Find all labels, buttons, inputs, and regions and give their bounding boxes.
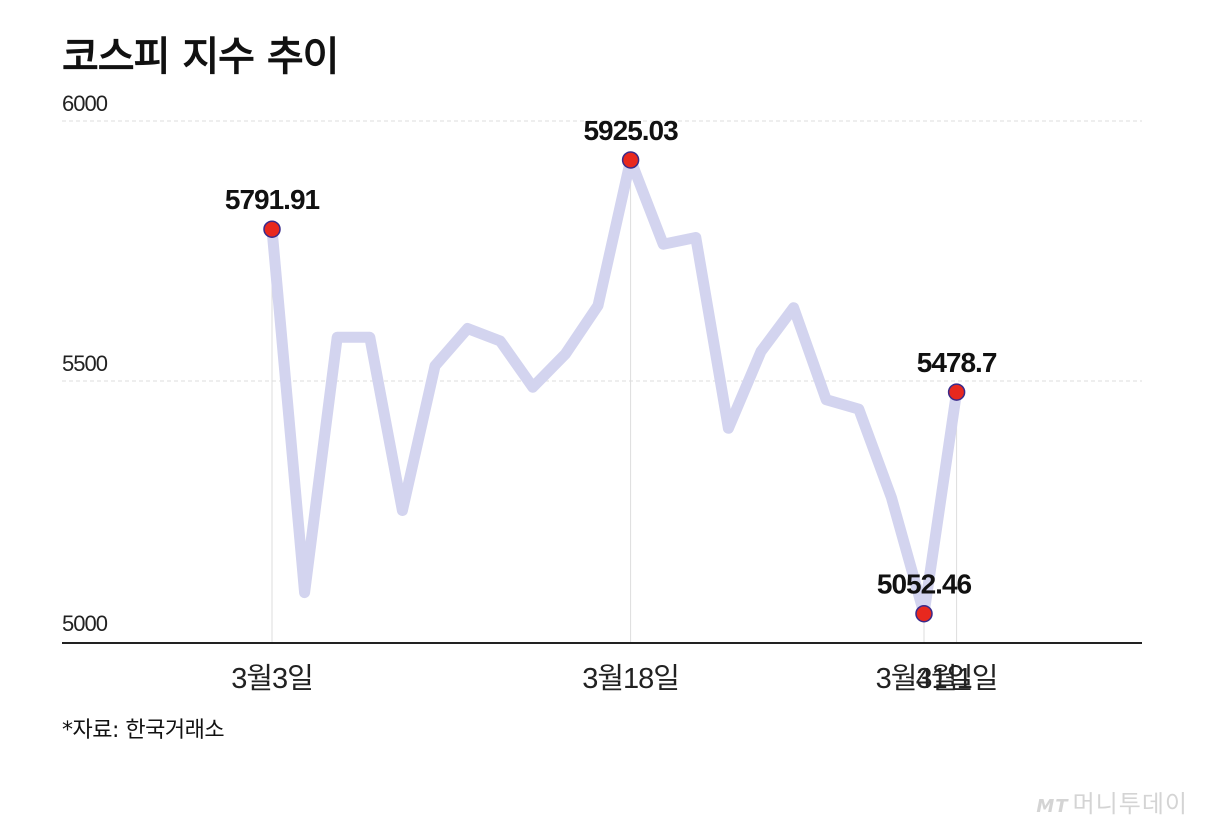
brand-logo: MT 머니투데이 (1036, 784, 1188, 819)
data-point-marker (947, 383, 966, 401)
x-tick-label: 3월18일 (582, 662, 679, 695)
y-tick-label: 6000 (62, 91, 108, 116)
y-tick-label: 5500 (62, 351, 108, 376)
brand-name: 머니투데이 (1072, 790, 1188, 818)
series-line (266, 154, 963, 620)
y-tick-label: 5000 (62, 611, 108, 636)
data-point-marker (263, 220, 281, 238)
x-tick-label: 4월1일 (916, 662, 998, 695)
data-point-marker (621, 151, 640, 169)
data-point-marker (915, 604, 933, 623)
data-label: 5052.46 (877, 569, 972, 600)
x-tick-label: 3월31일 (876, 662, 973, 695)
brand-mark: MT (1036, 796, 1069, 817)
source-note: *자료: 한국거래소 (62, 718, 225, 743)
data-label: 5478.7 (917, 347, 997, 378)
data-label: 5791.91 (225, 184, 320, 215)
chart-title: 코스피 지수 추이 (62, 34, 339, 80)
data-label: 5925.03 (583, 115, 678, 146)
x-tick-label: 3월3일 (231, 662, 313, 695)
